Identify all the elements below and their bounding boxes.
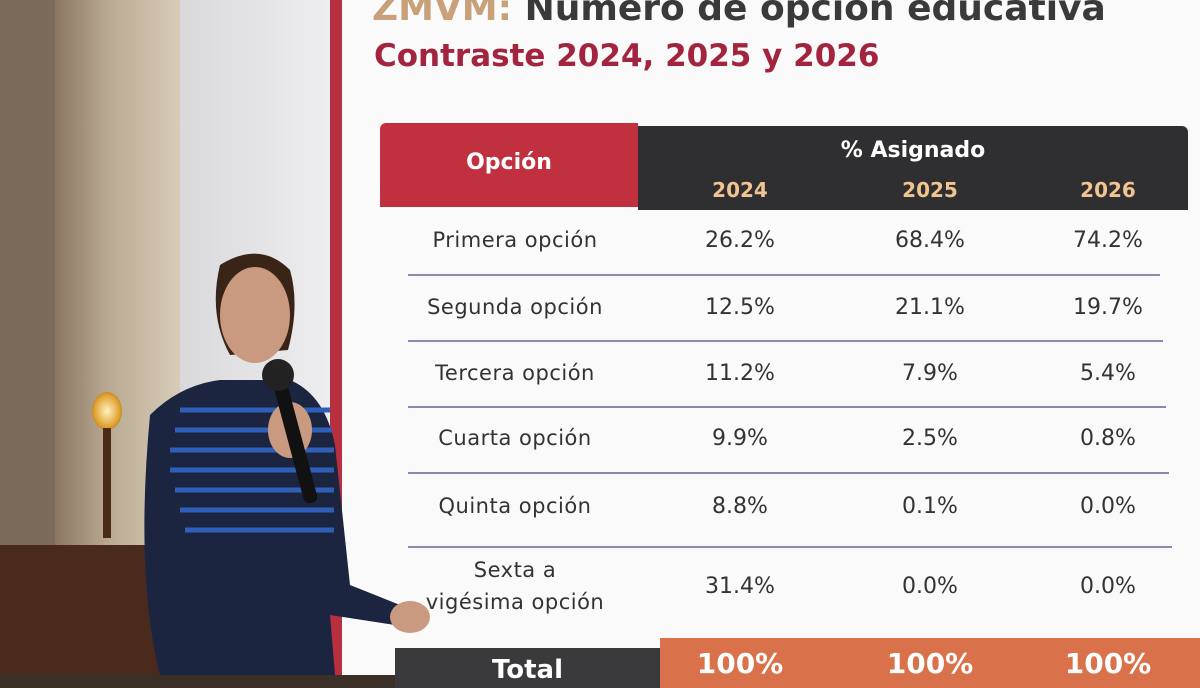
- slide-subtitle: Contraste 2024, 2025 y 2026: [374, 38, 880, 74]
- row-divider: [408, 405, 1166, 408]
- row-divider: [408, 546, 1172, 548]
- row-label: Tercera opción: [435, 361, 595, 385]
- cell-value: 7.9%: [902, 361, 958, 386]
- cell-value: 0.8%: [1080, 426, 1136, 451]
- pillar: [0, 0, 55, 560]
- cell-value: 8.8%: [712, 494, 768, 519]
- face: [220, 267, 290, 363]
- row-divider: [408, 340, 1163, 342]
- title-text: Número de opción educativa: [524, 0, 1106, 29]
- stripes: [170, 407, 334, 533]
- lamp: [92, 392, 122, 430]
- cell-value: 11.2%: [705, 361, 775, 386]
- cell-value: 0.0%: [1080, 574, 1136, 599]
- microphone: [272, 376, 318, 504]
- total-value: 100%: [886, 647, 974, 680]
- row-divider: [408, 273, 1160, 276]
- title-prefix: ZMVM:: [372, 0, 513, 29]
- cell-value: 0.0%: [1080, 494, 1136, 519]
- row-label: vigésima opción: [425, 590, 605, 614]
- row-label: Cuarta opción: [438, 426, 592, 450]
- cell-value: 68.4%: [895, 228, 965, 253]
- cell-value: 12.5%: [705, 295, 775, 320]
- cell-value: 31.4%: [705, 574, 775, 599]
- cell-value: 19.7%: [1073, 295, 1143, 320]
- row-label: Primera opción: [432, 228, 598, 252]
- cell-value: 21.1%: [895, 295, 965, 320]
- header-group: % Asignado: [840, 138, 986, 163]
- other-hand: [390, 601, 430, 633]
- total-value: 100%: [1064, 647, 1152, 680]
- header-option: Opción: [466, 150, 552, 175]
- lamp-stand: [103, 428, 111, 538]
- cell-value: 9.9%: [712, 426, 768, 451]
- row-label: Segunda opción: [427, 295, 603, 319]
- header-year: 2026: [1080, 178, 1136, 202]
- row-divider: [408, 472, 1169, 474]
- cell-value: 5.4%: [1080, 361, 1136, 386]
- speaker: [144, 253, 430, 675]
- header-year: 2024: [712, 178, 768, 202]
- slide: [342, 0, 1200, 675]
- header-option-cell: [380, 123, 638, 207]
- cell-value: 74.2%: [1073, 228, 1143, 253]
- row-label: Sexta a: [473, 558, 557, 582]
- cell-value: 0.0%: [902, 574, 958, 599]
- cell-value: 2.5%: [902, 426, 958, 451]
- cell-value: 26.2%: [705, 228, 775, 253]
- slide-title: ZMVM: Número de opción educativa: [372, 0, 1106, 29]
- cell-value: 0.1%: [902, 494, 958, 519]
- mic-head: [262, 359, 294, 391]
- total-value: 100%: [696, 647, 784, 680]
- header-year: 2025: [902, 178, 958, 202]
- row-label: Quinta opción: [438, 494, 592, 518]
- furniture: [0, 545, 165, 675]
- header-group-cell: [638, 126, 1188, 210]
